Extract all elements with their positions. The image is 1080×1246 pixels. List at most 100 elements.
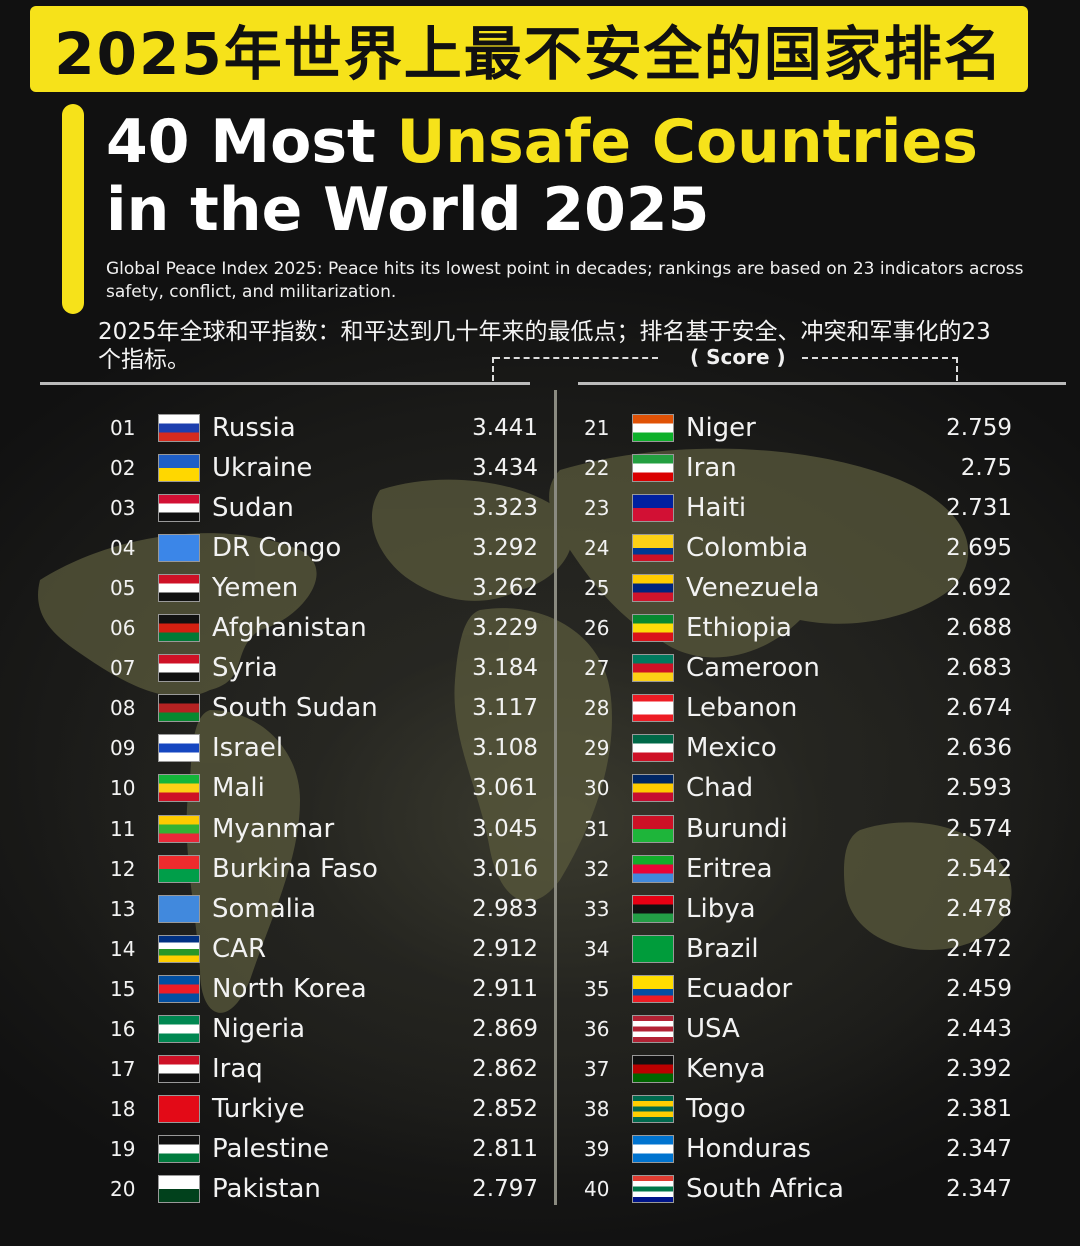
country-flag-icon: [632, 1094, 674, 1123]
peace-score: 2.797: [472, 1175, 538, 1202]
rank-number: 38: [584, 1096, 610, 1121]
ranking-row: 29 Mexico 2.636: [584, 728, 1012, 768]
country-name: Pakistan: [212, 1173, 321, 1204]
peace-score: 3.045: [472, 815, 538, 842]
ranking-row: 04 DR Congo 3.292: [110, 528, 538, 568]
rank-number: 13: [110, 896, 136, 921]
peace-score: 2.347: [946, 1175, 1012, 1202]
rank-number: 07: [110, 656, 136, 681]
peace-score: 3.262: [472, 575, 538, 602]
ranking-row: 37 Kenya 2.392: [584, 1049, 1012, 1089]
ranking-row: 20 Pakistan 2.797: [110, 1169, 538, 1209]
ranking-row: 40 South Africa 2.347: [584, 1169, 1012, 1209]
peace-score: 2.75: [960, 455, 1012, 482]
country-name: Ecuador: [686, 973, 793, 1004]
country-name: Somalia: [212, 893, 317, 924]
rank-number: 19: [110, 1136, 136, 1161]
country-flag-icon: [158, 814, 200, 843]
peace-score: 2.381: [946, 1095, 1012, 1122]
rank-number: 23: [584, 496, 610, 521]
ranking-row: 17 Iraq 2.862: [110, 1049, 538, 1089]
country-name: USA: [686, 1013, 740, 1044]
country-flag-icon: [158, 654, 200, 683]
country-name: Afghanistan: [212, 613, 367, 644]
country-flag-icon: [632, 934, 674, 963]
rank-number: 27: [584, 656, 610, 681]
rank-number: 32: [584, 856, 610, 881]
rank-number: 28: [584, 696, 610, 721]
peace-score: 2.695: [946, 535, 1012, 562]
peace-score: 3.108: [472, 735, 538, 762]
ranking-row: 16 Nigeria 2.869: [110, 1009, 538, 1049]
country-name: Honduras: [686, 1133, 812, 1164]
title-line2: in the World 2025: [106, 175, 710, 245]
ranking-row: 10 Mali 3.061: [110, 768, 538, 808]
rank-number: 02: [110, 456, 136, 481]
rank-number: 08: [110, 696, 136, 721]
country-flag-icon: [158, 854, 200, 883]
ranking-row: 07 Syria 3.184: [110, 648, 538, 688]
country-flag-icon: [632, 1014, 674, 1043]
country-name: Haiti: [686, 493, 747, 524]
ranking-row: 11 Myanmar 3.045: [110, 809, 538, 849]
rank-number: 18: [110, 1096, 136, 1121]
ranking-row: 22 Iran 2.75: [584, 448, 1012, 488]
peace-score: 3.117: [472, 695, 538, 722]
country-name: Burkina Faso: [212, 853, 378, 884]
ranking-row: 32 Eritrea 2.542: [584, 849, 1012, 889]
country-flag-icon: [632, 974, 674, 1003]
country-name: Kenya: [686, 1053, 766, 1084]
banner-title-cn: 2025年世界上最不安全的国家排名: [54, 20, 1004, 88]
country-flag-icon: [632, 894, 674, 923]
country-name: Israel: [212, 733, 284, 764]
peace-score: 2.636: [946, 735, 1012, 762]
country-flag-icon: [158, 1134, 200, 1163]
ranking-row: 31 Burundi 2.574: [584, 809, 1012, 849]
peace-score: 2.674: [946, 695, 1012, 722]
peace-score: 3.184: [472, 655, 538, 682]
rank-number: 40: [584, 1176, 610, 1201]
country-flag-icon: [632, 614, 674, 643]
ranking-row: 23 Haiti 2.731: [584, 488, 1012, 528]
score-dash-left: [494, 357, 658, 359]
country-name: DR Congo: [212, 533, 342, 564]
rank-number: 11: [110, 816, 136, 841]
country-flag-icon: [632, 1174, 674, 1203]
ranking-row: 26 Ethiopia 2.688: [584, 608, 1012, 648]
peace-score: 2.869: [472, 1015, 538, 1042]
peace-score: 2.574: [946, 815, 1012, 842]
peace-score: 3.016: [472, 855, 538, 882]
peace-score: 3.323: [472, 495, 538, 522]
country-name: Palestine: [212, 1133, 330, 1164]
peace-score: 2.983: [472, 895, 538, 922]
ranking-row: 27 Cameroon 2.683: [584, 648, 1012, 688]
rank-number: 26: [584, 616, 610, 641]
country-name: Libya: [686, 893, 756, 924]
peace-score: 2.852: [472, 1095, 538, 1122]
country-name: Lebanon: [686, 693, 798, 724]
country-flag-icon: [158, 414, 200, 442]
peace-score: 2.688: [946, 615, 1012, 642]
country-name: Chad: [686, 773, 754, 804]
country-name: Mexico: [686, 733, 777, 764]
country-flag-icon: [632, 694, 674, 723]
accent-bar: [62, 104, 84, 314]
country-flag-icon: [632, 414, 674, 442]
country-flag-icon: [158, 894, 200, 923]
country-name: South Sudan: [212, 693, 378, 724]
score-dash-left-tick: [492, 357, 494, 381]
rank-number: 36: [584, 1016, 610, 1041]
country-name: Mali: [212, 773, 265, 804]
country-flag-icon: [158, 1014, 200, 1043]
country-flag-icon: [158, 1054, 200, 1083]
rank-number: 17: [110, 1056, 136, 1081]
country-flag-icon: [632, 774, 674, 803]
country-flag-icon: [158, 574, 200, 603]
ranking-row: 12 Burkina Faso 3.016: [110, 849, 538, 889]
country-name: Syria: [212, 653, 278, 684]
rank-number: 34: [584, 936, 610, 961]
country-flag-icon: [632, 854, 674, 883]
country-flag-icon: [632, 1054, 674, 1083]
rank-number: 03: [110, 496, 136, 521]
rank-number: 16: [110, 1016, 136, 1041]
